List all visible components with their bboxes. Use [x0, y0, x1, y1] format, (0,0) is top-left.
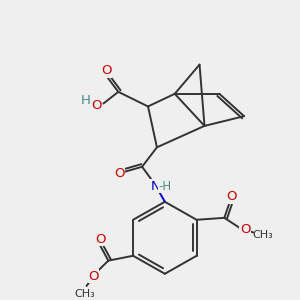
Text: O: O [240, 223, 250, 236]
Text: O: O [101, 64, 112, 77]
Text: CH₃: CH₃ [253, 230, 273, 240]
Text: O: O [95, 233, 106, 246]
Text: O: O [88, 270, 99, 283]
Text: CH₃: CH₃ [74, 289, 95, 299]
Text: N: N [151, 180, 161, 193]
Text: H: H [81, 94, 91, 107]
Text: O: O [91, 99, 102, 112]
Text: O: O [226, 190, 236, 203]
Text: O: O [114, 167, 124, 180]
Text: -H: -H [158, 180, 171, 193]
